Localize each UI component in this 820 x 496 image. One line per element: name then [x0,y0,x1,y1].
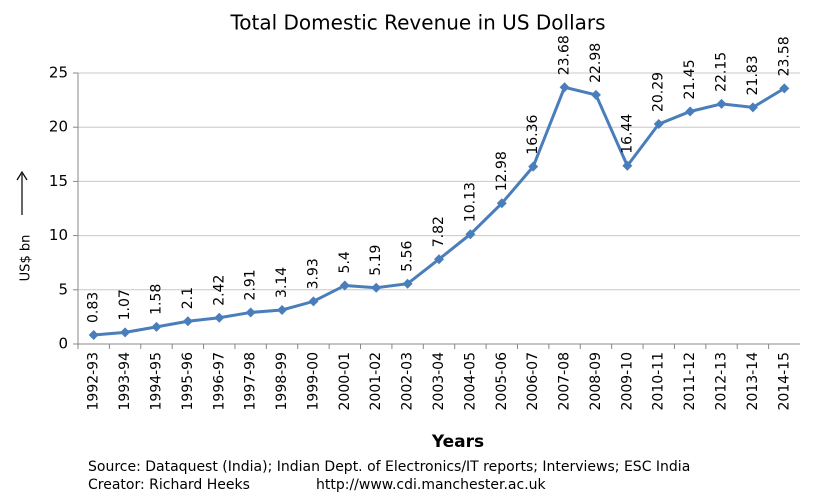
x-tick-label: 2004-05 [462,352,478,411]
x-tick-label: 2007-08 [557,352,573,411]
marker [182,316,193,327]
x-tick-label: 2002-03 [400,352,416,411]
data-label: 2.91 [243,269,259,300]
marker [434,254,444,265]
x-tick-label: 2006-07 [525,352,541,411]
data-label: 5.19 [368,245,384,276]
x-tick-label: 1998-99 [274,352,290,411]
data-label: 23.68 [557,35,573,75]
marker [747,102,758,113]
marker [496,198,507,209]
marker [371,282,382,293]
y-tick-label: 0 [58,335,68,353]
data-label: 1.07 [117,289,133,320]
data-label: 2.42 [211,275,227,306]
marker [151,321,162,332]
data-label: 1.58 [148,284,164,315]
x-tick-label: 2014-15 [776,352,792,411]
x-tick-label: 2001-02 [368,352,384,411]
marker [339,280,350,291]
data-label: 7.82 [431,216,447,247]
x-tick-label: 1993-94 [117,352,133,411]
marker [120,327,131,338]
data-label: 5.56 [400,240,416,271]
x-tick-label: 2012-13 [714,352,730,411]
y-tick-label: 10 [49,226,68,244]
x-tick-label: 2010-11 [651,352,667,411]
y-tick-label: 25 [49,64,68,82]
data-label: 2.1 [180,287,196,309]
x-tick-label: 2008-09 [588,352,604,411]
marker [779,83,790,94]
y-axis-label: US$ bn [19,235,34,282]
data-label: 3.93 [305,258,321,289]
marker [308,296,319,307]
marker [653,119,664,130]
url: http://www.cdi.manchester.ac.uk [316,477,547,493]
x-tick-label: 1995-96 [180,352,196,411]
x-tick-label: 1999-00 [305,352,321,411]
marker [685,106,696,117]
x-tick-label: 2000-01 [337,352,353,411]
data-label: 23.58 [776,36,792,76]
x-tick-label: 2005-06 [494,352,510,411]
series-line [93,85,786,337]
data-label: 16.36 [525,114,541,154]
x-tick-label: 2003-04 [431,352,447,411]
marker [88,330,99,341]
creator: Creator: Richard Heeks [88,477,250,493]
y-tick-label: 5 [58,280,68,298]
chart-title: Total Domestic Revenue in US Dollars [229,11,605,35]
data-label: 16.44 [619,114,635,154]
data-label: 5.4 [337,251,353,273]
x-axis-label: Years [431,432,484,452]
y-arrow [16,170,28,215]
marker [716,98,727,109]
data-label: 12.98 [494,151,510,191]
x-tick-label: 1997-98 [243,352,259,411]
marker [277,304,288,315]
marker [465,229,476,240]
x-tick-label: 1992-93 [86,352,102,411]
x-tick-label: 1996-97 [211,352,227,411]
x-tick-label: 2013-14 [745,352,761,411]
data-label: 10.13 [462,182,478,222]
x-tick-label: 2009-10 [619,352,635,411]
data-label: 21.83 [745,55,761,95]
data-label: 21.45 [682,59,698,99]
x-tick-label: 1994-95 [148,352,164,411]
data-label: 20.29 [651,72,667,112]
marker [528,161,539,172]
marker [559,82,570,93]
marker [590,89,601,100]
data-label: 22.98 [588,43,604,83]
marker [214,312,225,323]
data-label: 22.15 [714,52,730,92]
marker [402,278,413,289]
marker [245,307,256,318]
marker [622,160,633,171]
data-label: 0.83 [86,292,102,323]
y-tick-label: 15 [49,172,68,190]
y-tick-label: 20 [49,118,68,136]
source: Source: Dataquest (India); Indian Dept. … [88,459,690,475]
data-label: 3.14 [274,267,290,298]
x-tick-label: 2011-12 [682,352,698,411]
